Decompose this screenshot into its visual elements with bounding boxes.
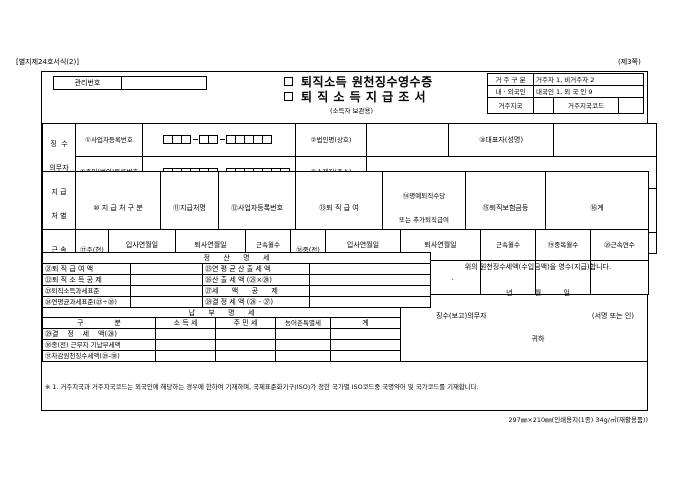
paper-spec: 297㎜×210㎜(인쇄용지(1종) 34g/㎡(재활용품)): [508, 416, 648, 424]
manage-number-label: 관리번호: [53, 76, 122, 90]
receipt-checkbox[interactable]: [284, 77, 293, 86]
service-side-line1: 근 속: [51, 246, 67, 254]
amount-input-cell[interactable]: [155, 339, 216, 351]
footnote-1: ※ 1. 거주지국과 거주지국코드는 외국인에 해당하는 경우에 한하여 기재하…: [45, 382, 479, 391]
col-honorary-line2: 또는 추가퇴직급여: [399, 215, 449, 224]
amount-input-cell[interactable]: [215, 350, 276, 362]
title-statement: 퇴 직 소 득 지 급 조 서: [301, 90, 427, 104]
current-workplace-line1: ⑰주(현): [80, 246, 104, 254]
title-receipt-line: 퇴직소득 원천징수영수증: [284, 74, 494, 89]
form-code: [별지제24호서식(2)]: [16, 58, 79, 66]
manage-number-table: 관리번호: [53, 76, 207, 90]
previous-workplace-line1: ⑱중(전): [296, 246, 320, 254]
amount-input-cell[interactable]: [309, 296, 431, 308]
amount-input-cell[interactable]: [130, 296, 203, 308]
residence-country-label: 거주지국: [487, 97, 534, 114]
footnotes: ※ 1. 거주지국과 거주지국코드는 외국인에 해당하는 경우에 한하여 기재하…: [42, 361, 648, 411]
amount-input-cell[interactable]: [309, 285, 431, 297]
income-side-line: 지 급: [51, 188, 67, 196]
residence-country-code-input[interactable]: [618, 97, 644, 114]
payment-title: 납 부 명 세: [42, 307, 401, 318]
amount-input-cell[interactable]: [215, 339, 276, 351]
prepaid-tax-row-label: ㉚종(전) 근무지 기납부세액: [42, 339, 156, 351]
residence-type-label: 거 주 구 분: [487, 73, 534, 86]
calculated-tax-label: ㉖산 출 세 액 (㉕×⑳): [202, 274, 310, 286]
business-number-boxes[interactable]: [142, 123, 296, 157]
col-category: 구 분: [42, 317, 156, 329]
residence-country-code-label: 거주지국코드: [553, 97, 619, 114]
tax-credit-label: ㉗세 액 공 제: [202, 285, 310, 297]
col-honorary-line1: ⑭명예퇴직수당: [402, 191, 446, 200]
amount-input-cell[interactable]: [275, 328, 331, 340]
retirement-pay-amount-label: ㉑퇴 직 급 여 액: [42, 263, 131, 275]
col-pay-total: 계: [330, 317, 401, 329]
obligor-label: 징수(보고)의무자: [436, 312, 487, 320]
amount-input-cell[interactable]: [275, 350, 331, 362]
nationality-label: 내 · 외국인: [487, 85, 534, 98]
net-withholding-tax-row-label: ㉛차감원천징수세액(㉙-㉚): [42, 350, 156, 362]
col-resident-tax: 주 민 세: [215, 317, 276, 329]
digit-box[interactable]: [261, 135, 272, 145]
receipt-statement: 위의 원천징수세액(수입금액)을 영수(지급)합니다.: [464, 263, 612, 271]
tax-base-label: ㉓퇴직소득과세표준: [42, 285, 131, 297]
service-years-label: ⑳근속연수: [590, 228, 649, 262]
annual-avg-tax-label: ㉕연 평 균 산 출 세 액: [202, 263, 310, 275]
overlap-months-input[interactable]: [535, 260, 591, 295]
amount-input-cell[interactable]: [155, 350, 216, 362]
withholder-label-line2: 의무자: [49, 164, 69, 172]
amount-input-cell[interactable]: [130, 274, 203, 286]
service-months-label-prev: 근속월수: [480, 228, 536, 262]
amount-input-cell[interactable]: [309, 274, 431, 286]
digit-box[interactable]: [207, 135, 218, 145]
form-titles: 퇴직소득 원천징수영수증 퇴 직 소 득 지 급 조 서 (소득자 보관용): [284, 74, 494, 115]
dash-icon: [219, 139, 225, 141]
page-number: (제3쪽): [618, 58, 641, 66]
receipt-date-line: 년 월 일: [506, 289, 570, 297]
col-income-tax: 소 득 세: [155, 317, 216, 329]
title-receipt: 퇴직소득 원천징수영수증: [301, 75, 433, 89]
title-statement-line: 퇴 직 소 득 지 급 조 서: [284, 89, 494, 104]
residence-type-options: 거주자 1, 비거주자 2: [533, 73, 644, 86]
amount-input-cell[interactable]: [330, 350, 401, 362]
title-subtitle: (소득자 보관용): [330, 107, 374, 115]
residence-table: 거 주 구 분 거주자 1, 비거주자 2 내 · 외국인 내국인 1, 외 국…: [487, 73, 644, 114]
service-years-input[interactable]: [590, 260, 649, 295]
corp-name-label: ②법인명(상호): [294, 123, 368, 157]
dear-label: 귀하: [531, 335, 545, 343]
payment-table: 납 부 명 세 구 분 소 득 세 주 민 세 농어촌특별세 계 ㉙결 정 세 …: [42, 307, 401, 362]
settlement-title: 정 산 명 세: [42, 252, 431, 264]
nationality-options: 내국인 1, 외 국 인 9: [533, 85, 644, 98]
determined-tax-label: ㉘결 정 세 액 (㉖ - ㉗): [202, 296, 310, 308]
amount-input-cell[interactable]: [330, 339, 401, 351]
business-number-label: ①사업자등록번호: [75, 123, 143, 157]
service-months-input-prev[interactable]: [480, 260, 536, 295]
income-side-line: 처 별: [51, 212, 67, 220]
settlement-table: 정 산 명 세 ㉑퇴 직 급 여 액 ㉕연 평 균 산 출 세 액 ㉒퇴 직 소…: [42, 252, 431, 308]
receipt-statement-block: 위의 원천징수세액(수입금액)을 영수(지급)합니다. 년 월 일 징수(보고)…: [428, 252, 648, 360]
amount-input-cell[interactable]: [330, 328, 401, 340]
amount-input-cell[interactable]: [130, 263, 203, 275]
determined-tax-row-label: ㉙결 정 세 액(㉘): [42, 328, 156, 340]
residence-country-input[interactable]: [533, 97, 554, 114]
corp-name-input[interactable]: [366, 123, 450, 157]
amount-input-cell[interactable]: [275, 339, 331, 351]
representative-label: ③대표자(성명): [448, 123, 554, 157]
amount-input-cell[interactable]: [130, 285, 203, 297]
withholder-label-line1: 징 수: [50, 140, 68, 148]
digit-box[interactable]: [180, 135, 191, 145]
manage-number-input[interactable]: [121, 76, 207, 90]
amount-input-cell[interactable]: [309, 263, 431, 275]
income-deduction-label: ㉒퇴 직 소 득 공 제: [42, 274, 131, 286]
representative-input[interactable]: [552, 123, 657, 157]
obligor-line: 징수(보고)의무자 (서명 또는 인): [428, 311, 648, 321]
amount-input-cell[interactable]: [215, 328, 276, 340]
annual-avg-base-label: ㉔연평균과세표준(㉓÷⑳): [42, 296, 131, 308]
statement-checkbox[interactable]: [284, 92, 293, 101]
dash-icon: [192, 139, 198, 141]
signature-label: (서명 또는 인): [591, 312, 634, 320]
amount-input-cell[interactable]: [155, 328, 216, 340]
col-rural-special-tax: 농어촌특별세: [275, 317, 331, 329]
